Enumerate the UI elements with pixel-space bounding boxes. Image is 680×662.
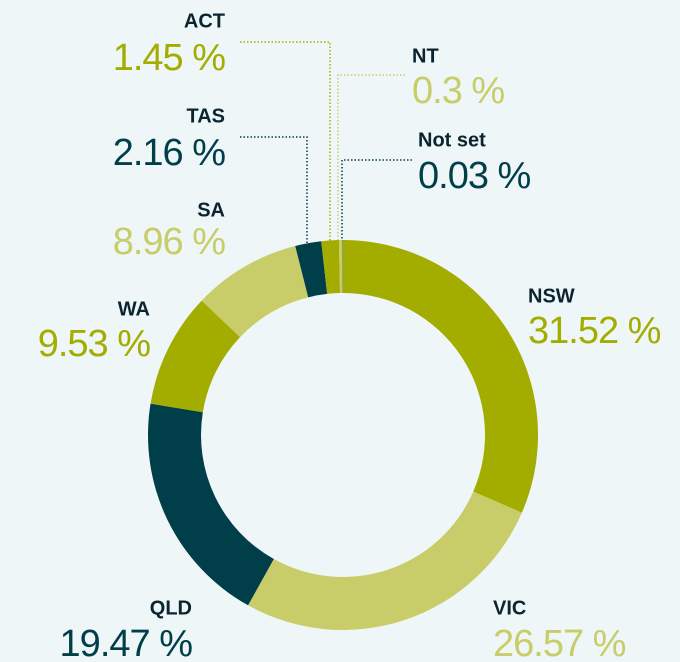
category-label: WA xyxy=(118,298,150,320)
value-label: 1.45 % xyxy=(113,37,226,79)
donut-segment xyxy=(295,241,328,298)
category-label: VIC xyxy=(493,597,526,619)
category-label: Not set xyxy=(418,129,486,151)
value-label: 8.96 % xyxy=(113,221,226,263)
value-label: 2.16 % xyxy=(113,132,226,174)
category-label: SA xyxy=(197,199,225,221)
leader-line xyxy=(240,41,331,242)
leader-line xyxy=(240,136,308,244)
category-label: TAS xyxy=(186,105,225,127)
value-label: 0.3 % xyxy=(412,70,504,112)
donut-segment xyxy=(321,240,341,294)
category-label: NT xyxy=(412,45,439,67)
category-label: ACT xyxy=(184,10,225,32)
donut-segment xyxy=(147,403,274,606)
value-label: 31.52 % xyxy=(528,310,661,352)
value-label: 9.53 % xyxy=(38,323,151,365)
value-label: 19.47 % xyxy=(60,623,193,662)
donut-segment xyxy=(248,491,522,631)
donut-segment xyxy=(338,240,343,294)
donut-segment xyxy=(343,240,538,513)
donut-segment xyxy=(201,245,309,338)
value-label: 0.03 % xyxy=(418,155,531,197)
donut-segment xyxy=(150,300,241,413)
value-label: 26.57 % xyxy=(493,623,626,662)
category-label: QLD xyxy=(150,597,192,619)
leader-line xyxy=(337,74,405,240)
category-label: NSW xyxy=(528,285,575,307)
leader-line xyxy=(341,159,412,240)
